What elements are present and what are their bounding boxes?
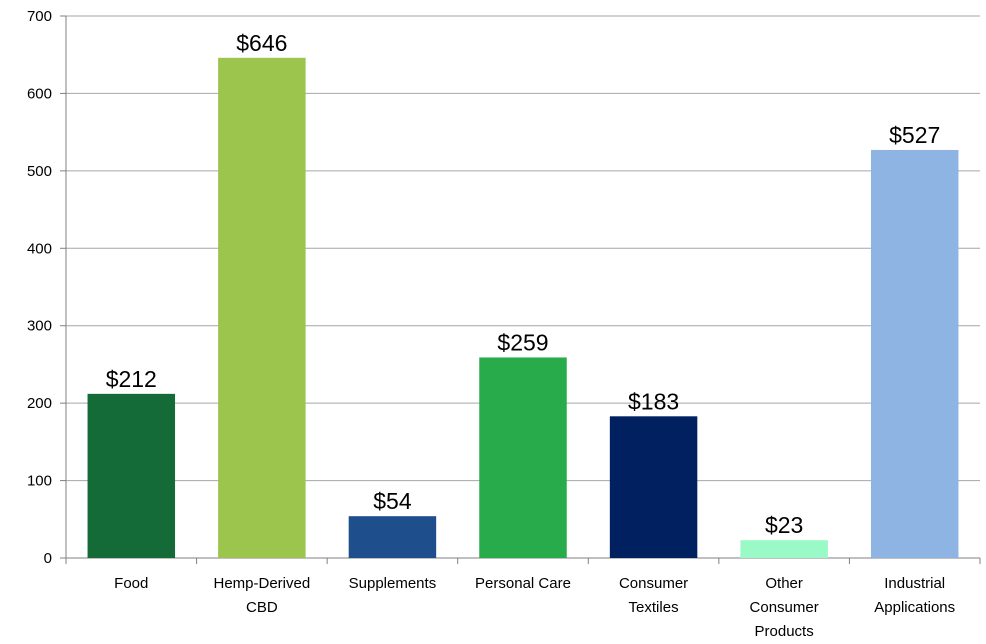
- x-tick-label: Personal Care: [475, 575, 571, 592]
- y-tick-label: 300: [27, 318, 52, 335]
- bar: [609, 416, 698, 558]
- bar: [218, 57, 306, 558]
- value-label: $23: [765, 512, 803, 538]
- value-label: $212: [106, 366, 157, 392]
- x-tick-label: Industrial Applications: [874, 575, 955, 616]
- y-tick-label: 600: [27, 85, 52, 102]
- bar: [348, 516, 437, 558]
- value-label: $54: [373, 488, 412, 514]
- bar: [87, 393, 176, 558]
- x-tick-label: Other Consumer Products: [750, 575, 819, 640]
- y-tick-label: 700: [27, 8, 52, 25]
- value-label: $183: [628, 388, 679, 414]
- x-tick-label: Hemp-Derived CBD: [214, 575, 311, 616]
- y-tick-label: 500: [27, 163, 52, 180]
- value-label: $646: [236, 30, 287, 56]
- y-tick-label: 100: [27, 473, 52, 490]
- value-label: $527: [889, 122, 940, 148]
- bar: [870, 149, 959, 559]
- y-tick-label: 400: [27, 240, 52, 257]
- y-tick-label: 0: [44, 550, 52, 567]
- x-tick-label: Supplements: [349, 575, 437, 592]
- y-tick-label: 200: [27, 395, 52, 412]
- bar: [479, 357, 567, 558]
- bar: [740, 540, 828, 558]
- x-tick-label: Consumer Textiles: [619, 575, 688, 616]
- x-tick-label: Food: [114, 575, 148, 592]
- value-label: $259: [497, 329, 548, 355]
